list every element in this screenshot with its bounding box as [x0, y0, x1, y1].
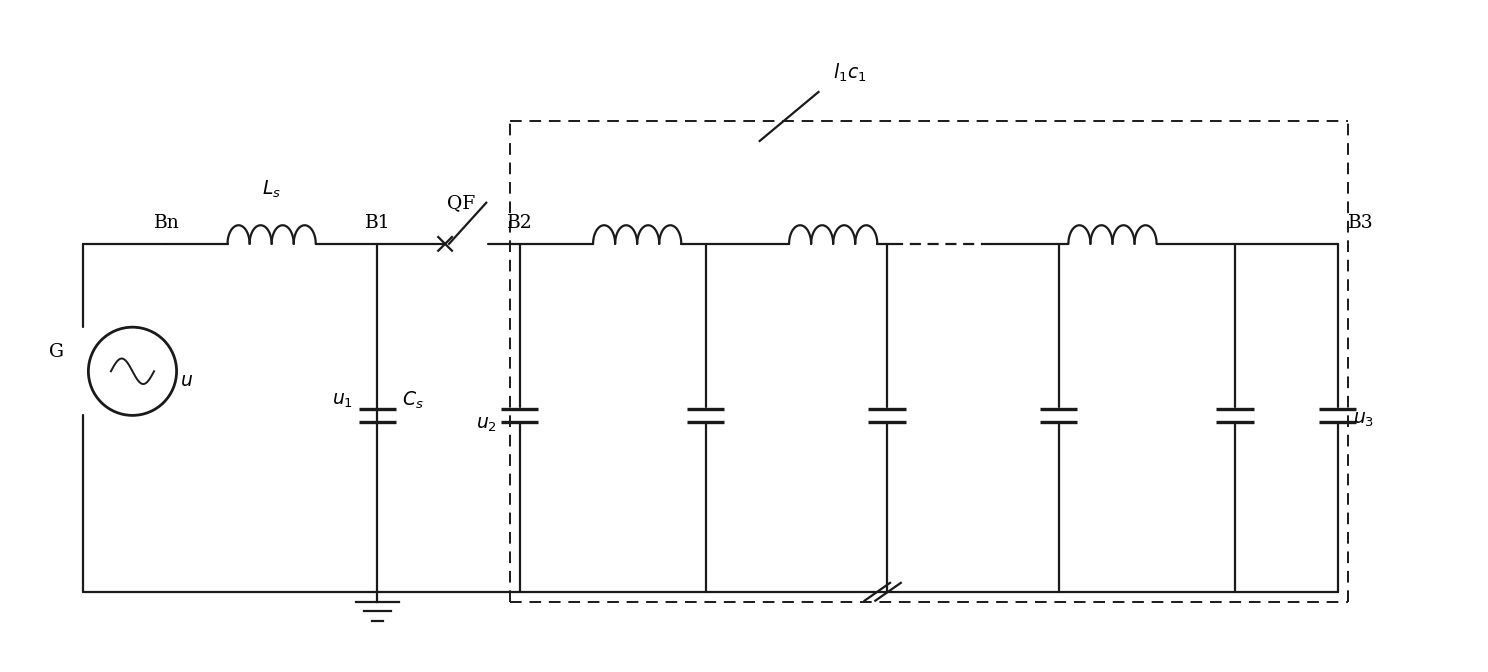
Text: QF: QF — [446, 194, 475, 212]
Text: Bn: Bn — [153, 214, 180, 232]
Text: $C_s$: $C_s$ — [402, 390, 424, 411]
Text: $u_1$: $u_1$ — [332, 392, 353, 410]
Text: $L_s$: $L_s$ — [262, 179, 281, 200]
Text: $u_3$: $u_3$ — [1353, 411, 1373, 429]
Text: B3: B3 — [1348, 214, 1373, 232]
Text: $u_2$: $u_2$ — [476, 416, 497, 434]
Text: B1: B1 — [365, 214, 390, 232]
Text: G: G — [49, 343, 64, 361]
Text: $l_1c_1$: $l_1c_1$ — [833, 61, 866, 83]
Text: B2: B2 — [507, 214, 533, 232]
Text: $u$: $u$ — [180, 372, 193, 390]
